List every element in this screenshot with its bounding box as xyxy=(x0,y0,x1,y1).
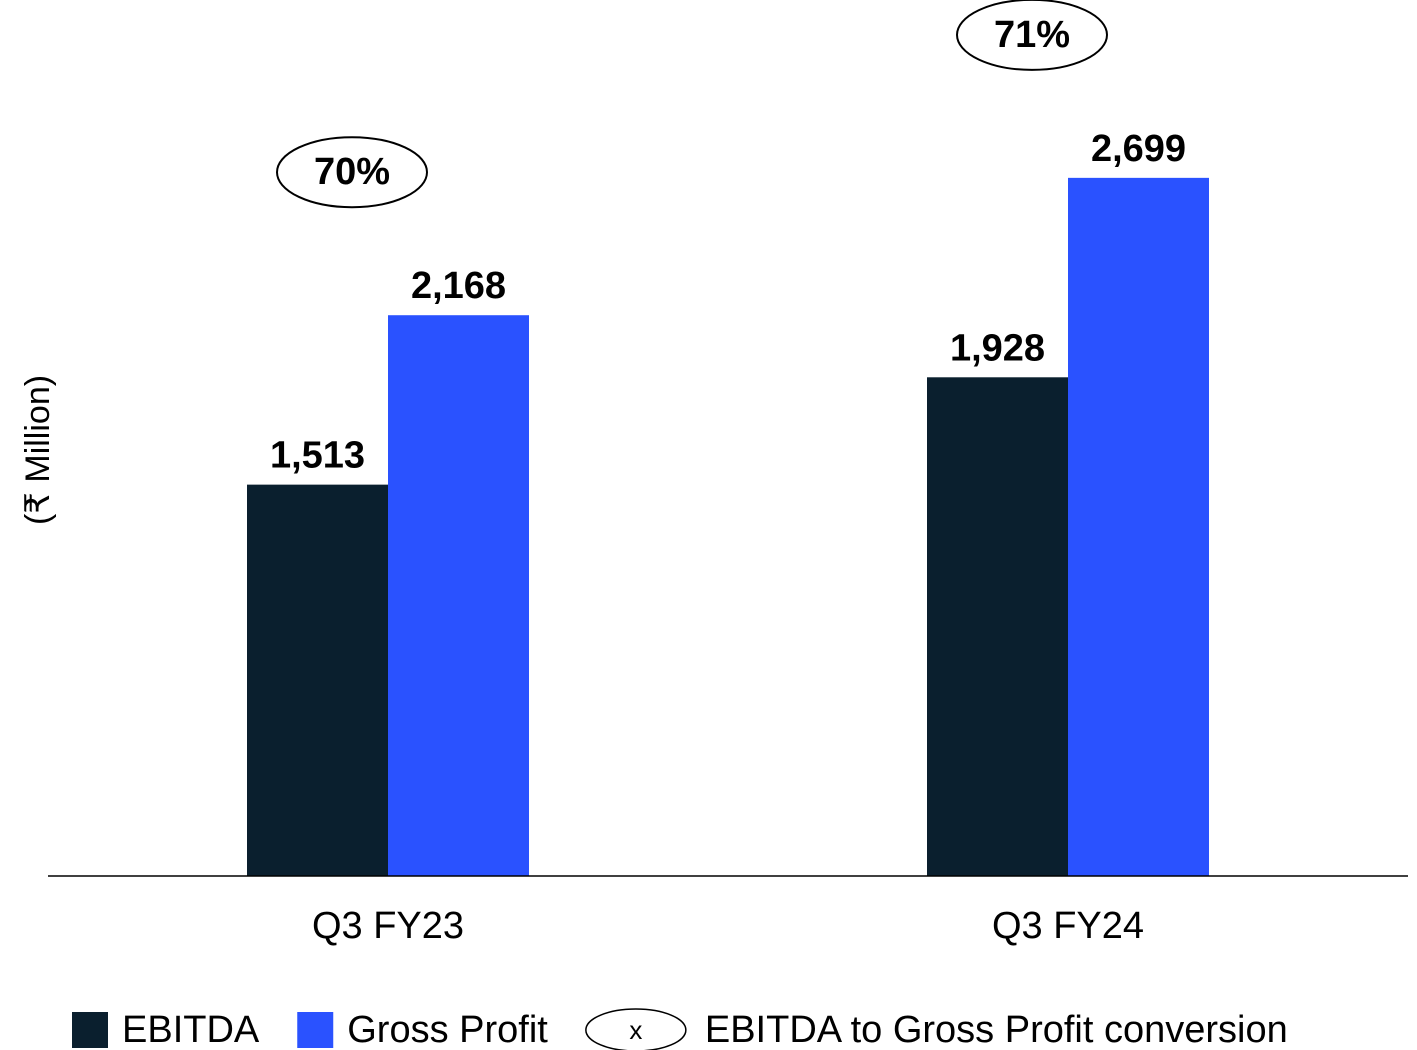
legend-label: EBITDA to Gross Profit conversion xyxy=(705,1009,1288,1050)
conversion-badge xyxy=(956,0,1108,71)
bar xyxy=(388,315,529,876)
conversion-label: 71% xyxy=(994,14,1070,56)
legend-label: EBITDA xyxy=(122,1009,260,1050)
value-label: 1,928 xyxy=(950,327,1045,369)
x-tick-label: Q3 FY24 xyxy=(992,905,1144,947)
value-label: 2,699 xyxy=(1091,128,1186,170)
legend-swatch xyxy=(72,1012,108,1048)
bar xyxy=(1068,177,1209,877)
legend-symbol xyxy=(585,1008,687,1050)
conversion-badge xyxy=(276,136,428,209)
value-label: 2,168 xyxy=(411,265,506,307)
conversion-label: 70% xyxy=(314,151,390,193)
legend-symbol-text: x xyxy=(629,1015,642,1045)
bar xyxy=(927,377,1068,876)
bar xyxy=(247,484,388,876)
legend-label: Gross Profit xyxy=(347,1009,548,1050)
value-label: 1,513 xyxy=(270,435,365,477)
x-tick-label: Q3 FY23 xyxy=(312,905,464,947)
y-axis-label: (₹ Million) xyxy=(19,375,57,525)
legend-swatch xyxy=(297,1012,334,1048)
